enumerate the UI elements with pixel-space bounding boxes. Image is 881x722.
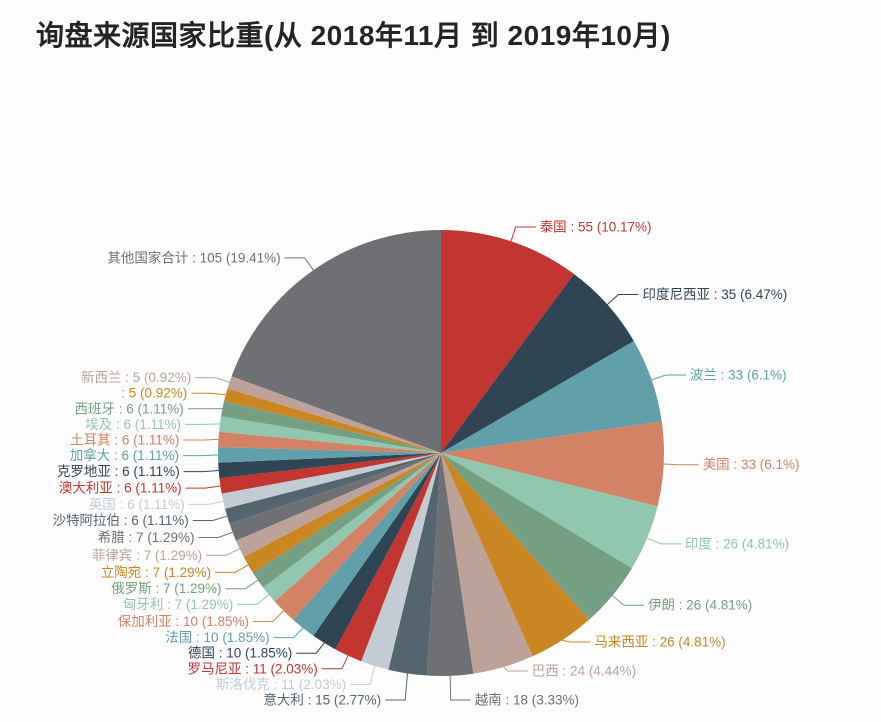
slice-label: 罗马尼亚 : 11 (2.03%) [188,661,318,676]
slice-label: 印度尼西亚 : 35 (6.47%) [643,287,788,302]
pie-slice-28[interactable] [224,388,441,454]
label-line [185,485,221,489]
label-line [225,579,259,590]
slice-label: 意大利 : 15 (2.77%) [263,692,381,708]
label-line [449,675,471,701]
slice-label: 加拿大 : 6 (1.11%) [70,447,179,463]
slice-label: 美国 : 33 (6.1%) [703,457,800,472]
pie-slice-22[interactable] [219,453,441,494]
pie-slice-5[interactable] [441,453,632,620]
pie-slice-25[interactable] [218,431,441,453]
slice-label: 保加利亚 : 10 (1.85%) [118,614,249,629]
pie-slice-16[interactable] [252,453,441,588]
label-line [183,470,219,473]
slice-label: 立陶宛 : 7 (1.29%) [101,565,211,580]
pie-slice-3[interactable] [441,421,664,507]
slice-label: 希腊 : 7 (1.29%) [98,530,195,545]
pie-slice-0[interactable] [441,230,574,453]
slice-label: 波兰 : 33 (6.1%) [690,368,787,383]
pie-slice-7[interactable] [441,453,533,674]
pie-slice-20[interactable] [225,453,441,524]
pie-slice-19[interactable] [229,453,442,541]
pie-slice-14[interactable] [274,453,441,620]
pie-slice-11[interactable] [335,453,441,662]
label-line [385,673,408,701]
pie-slice-12[interactable] [313,453,441,650]
pie-slice-29[interactable] [227,376,442,453]
pie-slice-30[interactable] [231,229,441,453]
pie-slice-6[interactable] [441,453,589,657]
slice-label: 德国 : 10 (1.85%) [188,646,292,661]
label-line [562,639,591,643]
label-line [296,642,325,654]
pie-slice-27[interactable] [221,401,441,453]
slice-label: 越南 : 18 (3.33%) [475,693,579,708]
slice-label: 克罗地亚 : 6 (1.11%) [57,464,180,479]
label-line [188,500,224,505]
slice-label: 伊朗 : 26 (4.81%) [648,598,752,613]
slice-label: : 5 (0.92%) [121,386,187,401]
slice-label: 澳大利亚 : 6 (1.11%) [59,481,182,496]
label-line [183,438,219,441]
slice-label: 匈牙利 : 7 (1.29%) [123,597,233,612]
label-line [607,294,639,305]
pie-slice-24[interactable] [218,447,441,463]
label-line [273,627,304,639]
slice-label: 土耳其 : 6 (1.11%) [70,433,179,448]
pie-slice-2[interactable] [441,341,662,453]
label-line [253,610,284,622]
label-line [237,594,270,605]
slice-label: 英国 : 6 (1.11%) [89,496,185,512]
label-line [192,515,228,521]
slice-label: 马来西亚 : 26 (4.81%) [594,635,725,650]
label-line [646,537,681,545]
slice-label: 印度 : 26 (4.81%) [685,536,789,551]
pie-slice-18[interactable] [235,453,441,557]
slice-label: 俄罗斯 : 7 (1.29%) [111,581,221,596]
slice-label: 菲律宾 : 7 (1.29%) [92,548,202,563]
label-line [350,665,376,685]
slice-label: 法国 : 10 (1.85%) [165,630,269,645]
label-line [206,548,240,556]
pie-slice-13[interactable] [293,453,441,636]
pie-slice-10[interactable] [361,453,441,670]
label-line [198,531,233,538]
chart-title: 询盘来源国家比重(从 2018年11月 到 2019年10月) [36,20,671,51]
label-line [663,463,699,466]
pie-slice-21[interactable] [221,453,441,509]
slice-label: 西班牙 : 6 (1.11%) [75,401,184,416]
label-line [510,226,536,242]
slice-label: 巴西 : 24 (4.44%) [532,664,636,679]
pie-slice-17[interactable] [243,453,441,573]
slice-label: 沙特阿拉伯 : 6 (1.11%) [53,513,189,528]
label-line [651,374,686,381]
pie-slice-15[interactable] [263,453,441,602]
label-line [612,595,644,606]
label-line [215,564,249,573]
label-line [185,423,220,425]
label-line [195,377,230,383]
pie-slice-4[interactable] [441,453,658,569]
slice-label: 埃及 : 6 (1.11%) [85,417,181,432]
pie-slice-8[interactable] [426,453,474,676]
pie-slice-1[interactable] [441,274,634,453]
slice-label: 泰国 : 55 (10.17%) [540,220,652,235]
label-line [284,257,314,271]
label-line [503,666,528,672]
slice-label: 其他国家合计 : 105 (19.41%) [107,249,280,265]
label-line [183,454,219,457]
pie-slice-9[interactable] [388,453,441,676]
pie-slice-23[interactable] [218,453,441,479]
pie-slice-26[interactable] [219,416,441,453]
label-line [321,655,349,670]
slice-label: 新西兰 : 5 (0.92%) [81,370,191,385]
slice-label: 斯洛伐克 : 11 (2.03%) [216,677,346,692]
label-line [191,392,226,396]
